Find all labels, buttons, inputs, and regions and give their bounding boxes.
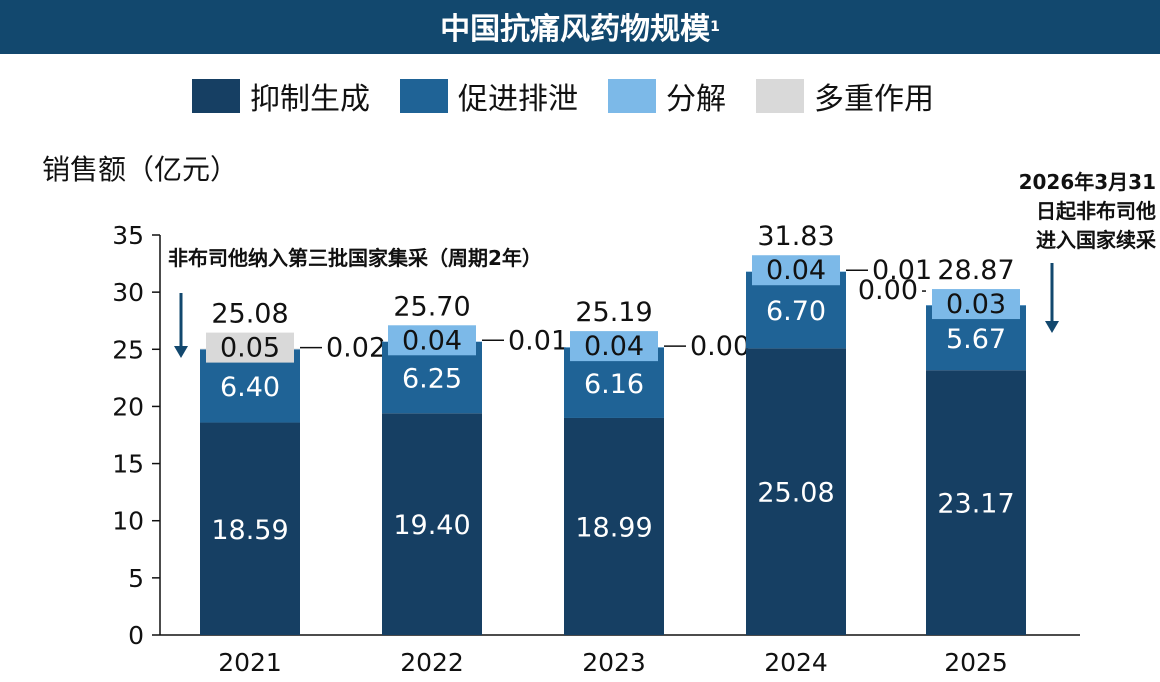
data-label-small-boxed: 0.04 [402, 325, 462, 356]
bar-segment-1 [926, 370, 1026, 635]
legend-label-decompose: 分解 [666, 82, 726, 117]
total-label: 25.70 [393, 291, 470, 322]
bar-segment-1 [200, 422, 300, 635]
data-label-inhibit: 19.40 [393, 510, 470, 541]
legend-item-decompose: 分解 [608, 74, 726, 118]
bar-segment-1 [382, 413, 482, 635]
chart-title: 中国抗痛风药物规模1 [0, 0, 1160, 54]
legend-label-multi: 多重作用 [814, 82, 934, 117]
data-label-small-outside: 0.01 [872, 255, 932, 286]
small-label-box [570, 331, 658, 362]
small-label-box [388, 325, 476, 356]
y-axis-label: 销售额（亿元） [42, 153, 239, 186]
total-label: 25.08 [211, 299, 288, 330]
data-label-small-outside: 0.02 [326, 333, 386, 364]
y-tick-label: 35 [112, 221, 144, 250]
data-label-small-outside: 0.01 [508, 325, 568, 356]
data-label-excrete: 6.40 [220, 372, 280, 403]
annotation-right-line2: 日起非布司他 [1036, 199, 1156, 223]
x-tick-label: 2021 [218, 648, 282, 677]
y-tick-label: 15 [112, 450, 144, 479]
annotation-right-line1: 2026年3月31 [1018, 170, 1156, 194]
small-label-box [932, 289, 1020, 320]
legend: 抑制生成 促进排泄 分解 多重作用 [192, 74, 964, 118]
legend-label-excrete: 促进排泄 [458, 82, 578, 117]
annotation-left: 非布司他纳入第三批国家集采（周期2年） [168, 246, 542, 270]
legend-label-inhibit: 抑制生成 [250, 82, 370, 117]
y-tick-label: 30 [112, 278, 144, 307]
x-tick-label: 2022 [400, 648, 464, 677]
arrow-right-head [1045, 321, 1059, 333]
annotation-right: 2026年3月31 日起非布司他 进入国家续采 [996, 168, 1156, 255]
bar-segment-1 [564, 417, 664, 635]
data-label-inhibit: 23.17 [937, 489, 1014, 520]
legend-swatch-inhibit [192, 79, 240, 113]
data-label-small-outside: 0.00 [858, 275, 918, 306]
small-label-box [752, 255, 840, 286]
data-label-excrete: 5.67 [946, 324, 1006, 355]
y-tick-label: 25 [112, 335, 144, 364]
legend-swatch-multi [756, 79, 804, 113]
x-tick-label: 2024 [764, 648, 828, 677]
title-footnote: 1 [710, 19, 720, 35]
data-label-small-boxed: 0.05 [220, 333, 280, 364]
annotation-right-line3: 进入国家续采 [1036, 228, 1156, 252]
data-label-small-boxed: 0.03 [946, 289, 1006, 320]
total-label: 28.87 [937, 255, 1014, 286]
legend-swatch-excrete [400, 79, 448, 113]
legend-item-multi: 多重作用 [756, 74, 934, 118]
total-label: 25.19 [575, 297, 652, 328]
y-tick-label: 0 [128, 621, 144, 650]
data-label-excrete: 6.25 [402, 364, 462, 395]
data-label-small-outside: 0.00 [690, 331, 750, 362]
data-label-inhibit: 25.08 [757, 478, 834, 509]
bar-segment-1 [746, 348, 846, 635]
y-tick-label: 20 [112, 392, 144, 421]
y-tick-label: 5 [128, 564, 144, 593]
legend-item-excrete: 促进排泄 [400, 74, 578, 118]
x-tick-label: 2023 [582, 648, 646, 677]
data-label-excrete: 6.16 [584, 369, 644, 400]
chart-title-text: 中国抗痛风药物规模 [440, 12, 711, 47]
arrow-left-head [174, 346, 188, 358]
data-label-inhibit: 18.59 [211, 515, 288, 546]
legend-item-inhibit: 抑制生成 [192, 74, 370, 118]
data-label-inhibit: 18.99 [575, 512, 652, 543]
x-tick-label: 2025 [944, 648, 1008, 677]
total-label: 31.83 [757, 221, 834, 252]
legend-swatch-decompose [608, 79, 656, 113]
data-label-excrete: 6.70 [766, 296, 826, 327]
data-label-small-boxed: 0.04 [584, 331, 644, 362]
data-label-small-boxed: 0.04 [766, 255, 826, 286]
small-label-box [206, 332, 294, 363]
y-tick-label: 10 [112, 507, 144, 536]
